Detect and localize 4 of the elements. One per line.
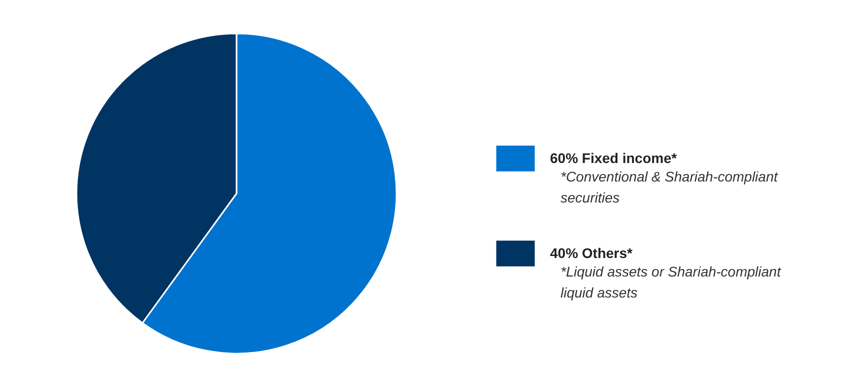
text: *Conventional & Shariah-compliant securities <box>560 168 779 206</box>
legend-label: 40% Others* <box>550 245 632 261</box>
legend-label: 60% Fixed income* <box>550 150 677 166</box>
text: *Liquid assets or Shariah-compliant liquid assets <box>560 264 782 300</box>
